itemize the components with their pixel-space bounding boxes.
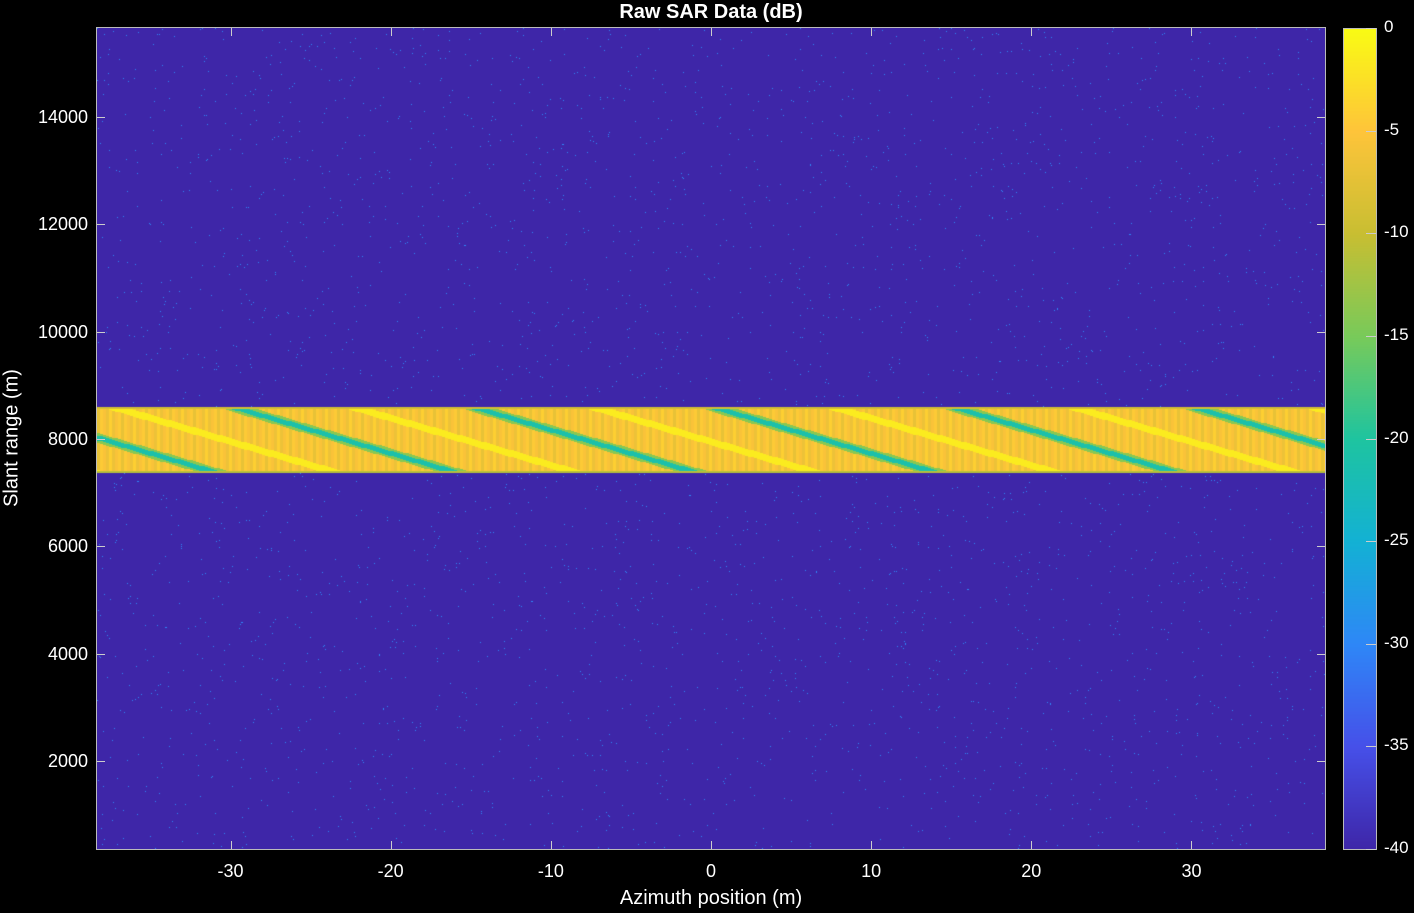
y-tick-label: 4000 <box>47 643 88 664</box>
colorbar-tick-label: 0 <box>1384 17 1394 36</box>
colorbar-tick-mark <box>1366 746 1376 748</box>
x-tick-mark-top <box>1031 28 1033 36</box>
y-tick-label: 12000 <box>37 214 88 235</box>
y-tick-mark-right <box>1317 117 1325 119</box>
x-tick-mark-top <box>550 28 552 36</box>
x-axis-label: Azimuth position (m) <box>619 887 803 909</box>
x-tick-mark <box>390 841 392 849</box>
x-tick-mark <box>711 841 712 849</box>
x-tick-label: 30 <box>1181 861 1202 881</box>
x-tick-mark <box>550 841 552 849</box>
colorbar-tick-label: -25 <box>1384 530 1409 550</box>
y-tick-mark <box>97 653 105 655</box>
x-tick-label: 20 <box>1021 861 1042 881</box>
x-tick-label: -10 <box>537 861 564 881</box>
y-tick-mark <box>97 331 105 333</box>
x-tick-mark-top <box>1191 28 1193 36</box>
x-tick-mark-top <box>871 28 873 36</box>
colorbar-tick-label: -35 <box>1384 735 1409 755</box>
x-tick-mark <box>1031 841 1033 849</box>
y-tick-mark <box>97 117 105 119</box>
y-tick-label: 6000 <box>47 536 88 557</box>
x-tick-mark-top <box>711 28 712 36</box>
y-tick-mark-right <box>1317 224 1325 226</box>
y-tick-mark-right <box>1317 653 1325 655</box>
x-tick-label: 10 <box>861 861 882 881</box>
colorbar-tick-mark <box>1366 130 1376 132</box>
y-tick-mark-right <box>1317 546 1325 548</box>
x-tick-label: -30 <box>217 861 244 881</box>
colorbar-tick-mark <box>1366 233 1376 235</box>
colorbar-tick-label: -15 <box>1384 324 1409 344</box>
x-tick-mark <box>1191 841 1193 849</box>
x-tick-mark <box>871 841 873 849</box>
colorbar-tick-mark <box>1366 541 1376 543</box>
x-tick-label: -20 <box>377 861 404 881</box>
colorbar-tick-mark <box>1366 335 1376 337</box>
colorbar-tick-mark <box>1366 849 1376 850</box>
colorbar-tick-label: -20 <box>1384 427 1409 447</box>
colorbar-tick-label: -5 <box>1384 119 1400 139</box>
y-tick-mark-right <box>1317 760 1325 762</box>
y-tick-label: 14000 <box>37 107 88 128</box>
y-tick-mark <box>97 546 105 548</box>
x-tick-mark <box>230 841 232 849</box>
y-tick-mark <box>97 224 105 226</box>
colorbar-tick-mark <box>1366 28 1376 29</box>
x-tick-mark-top <box>390 28 392 36</box>
colorbar-tick-label: -10 <box>1384 222 1409 242</box>
y-tick-label: 10000 <box>37 321 88 342</box>
x-tick-label: 0 <box>705 861 716 881</box>
y-tick-label: 2000 <box>47 750 88 771</box>
y-tick-label: 8000 <box>47 429 88 450</box>
colorbar-tick-label: -30 <box>1384 632 1409 652</box>
heatmap-image <box>97 28 1325 849</box>
chart-title: Raw SAR Data (dB) <box>619 1 803 23</box>
y-tick-mark-right <box>1317 439 1325 441</box>
y-tick-mark <box>97 439 105 441</box>
plot-area <box>96 27 1326 850</box>
colorbar-tick-mark <box>1366 643 1376 645</box>
y-tick-mark <box>97 760 105 762</box>
x-tick-mark-top <box>230 28 232 36</box>
colorbar-tick-label: -40 <box>1384 838 1409 857</box>
colorbar-tick-mark <box>1366 438 1376 440</box>
y-tick-mark-right <box>1317 331 1325 333</box>
